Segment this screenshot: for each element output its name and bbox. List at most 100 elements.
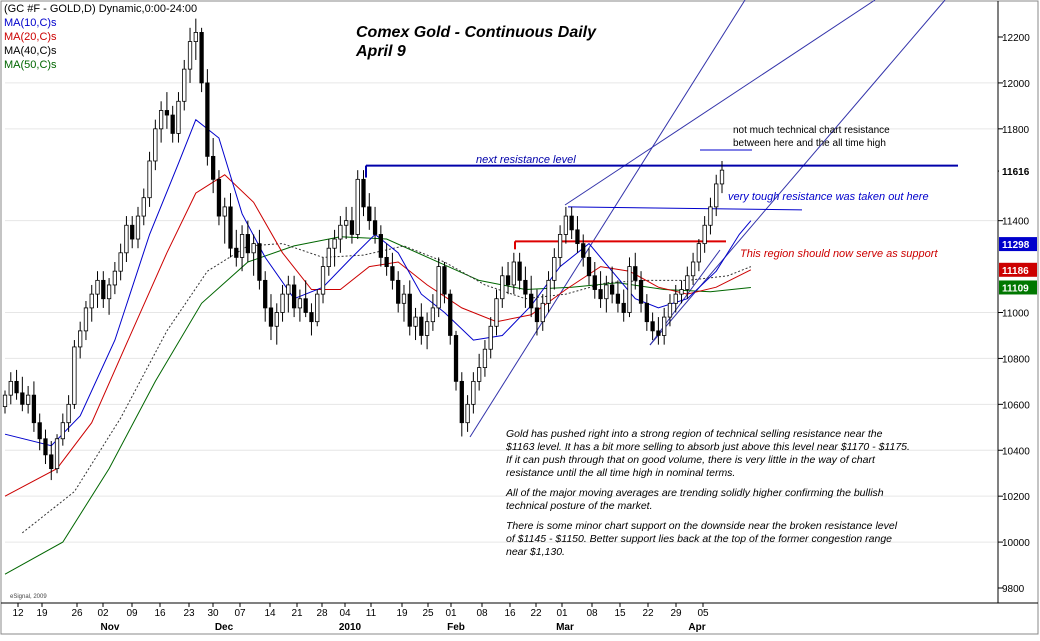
candle-body (679, 289, 684, 295)
commentary-para1-line: Gold has pushed right into a strong regi… (506, 428, 883, 440)
candle-body (685, 275, 690, 290)
y-tick-label: 11400 (1002, 217, 1030, 228)
candle-body (187, 41, 193, 70)
y-tick-label: 10200 (1002, 492, 1030, 503)
candle-body (31, 394, 37, 424)
candle-body (367, 206, 372, 222)
x-day-label: 15 (614, 608, 626, 619)
y-tick-label: 12000 (1002, 79, 1030, 90)
candle-body (575, 229, 580, 245)
x-month-label: Dec (215, 622, 234, 633)
candle-body (291, 284, 297, 309)
candle-body (193, 32, 198, 42)
x-day-label: 07 (234, 608, 246, 619)
x-day-label: 19 (36, 608, 48, 619)
candle-body (494, 298, 499, 327)
candle-body (581, 243, 586, 258)
candle-body (430, 307, 436, 323)
candle-body (216, 178, 222, 217)
legend-entry: MA(10,C)s (4, 17, 57, 29)
legend-entry: MA(40,C)s (4, 45, 57, 57)
x-day-label: 09 (126, 608, 138, 619)
candle-body (20, 392, 25, 405)
candle-body (592, 275, 597, 290)
y-tick-label: 10800 (1002, 354, 1030, 365)
candle-body (517, 261, 522, 281)
channel-line (649, 249, 721, 346)
candle-body (523, 279, 528, 295)
x-month-label: Mar (556, 622, 574, 633)
candle-body (407, 293, 412, 327)
x-day-label: 14 (264, 608, 276, 619)
candle-body (436, 266, 441, 309)
x-day-label: 01 (445, 608, 457, 619)
candle-body (205, 82, 210, 157)
candle-body (274, 312, 279, 327)
candle-body (453, 335, 459, 382)
candle-body (130, 224, 135, 240)
x-day-label: 26 (71, 608, 83, 619)
candle-body (448, 293, 453, 336)
x-month-label: Feb (447, 622, 465, 633)
candle-body (332, 238, 337, 249)
candles (2, 18, 725, 481)
x-day-label: 21 (291, 608, 303, 619)
x-day-label: 16 (504, 608, 516, 619)
candle-body (141, 197, 146, 217)
commentary-para3-line: There is some minor chart support on the… (506, 520, 898, 532)
candle-body (482, 348, 488, 369)
channel-line (469, 0, 746, 438)
candle-body (349, 220, 355, 235)
candle-body (662, 316, 667, 336)
candle-body (14, 380, 19, 394)
candle-body (390, 266, 395, 281)
candle-body (211, 155, 216, 180)
candle-body (251, 243, 256, 254)
candle-body (83, 307, 89, 332)
candle-body (644, 302, 649, 323)
price-tag-label: 11298 (1002, 240, 1030, 251)
candle-body (280, 293, 285, 313)
tough-resistance-line (567, 206, 803, 211)
candle-body (49, 454, 54, 470)
ma40-series-line (21, 243, 752, 534)
candle-body (320, 266, 326, 295)
candle-body (170, 114, 175, 134)
x-day-label: 23 (183, 608, 195, 619)
candle-body (8, 380, 13, 396)
candle-body (25, 394, 31, 405)
candle-body (2, 394, 8, 408)
candle-body (702, 224, 707, 245)
candle-body (477, 367, 482, 382)
candle-body (245, 234, 250, 254)
candle-body (610, 284, 615, 295)
candle-body (690, 261, 696, 277)
candle-body (164, 110, 170, 116)
candle-body (604, 284, 609, 300)
candle-body (95, 279, 100, 295)
candle-body (615, 293, 621, 304)
candle-body (569, 215, 574, 231)
x-day-label: 16 (154, 608, 166, 619)
price-tag-label: 11616 (1002, 167, 1030, 178)
commentary-para2-line: All of the major moving averages are tre… (505, 487, 884, 499)
candle-body (43, 438, 48, 456)
candle-body (326, 247, 331, 267)
candle-body (182, 68, 187, 102)
candle-body (471, 380, 476, 405)
candle-body (546, 279, 551, 304)
candle-body (37, 422, 42, 440)
candle-body (286, 284, 291, 295)
x-day-label: 08 (586, 608, 598, 619)
candle-body (638, 279, 644, 304)
x-day-label: 30 (207, 608, 219, 619)
candle-body (263, 279, 268, 309)
candle-body (228, 206, 233, 249)
x-month-label: 2010 (339, 622, 362, 633)
candle-body (257, 243, 262, 281)
commentary: Gold has pushed right into a strong regi… (505, 428, 910, 558)
candle-body (552, 256, 557, 281)
commentary-para3-line: near $1,130. (506, 546, 565, 558)
candle-body (309, 312, 314, 323)
